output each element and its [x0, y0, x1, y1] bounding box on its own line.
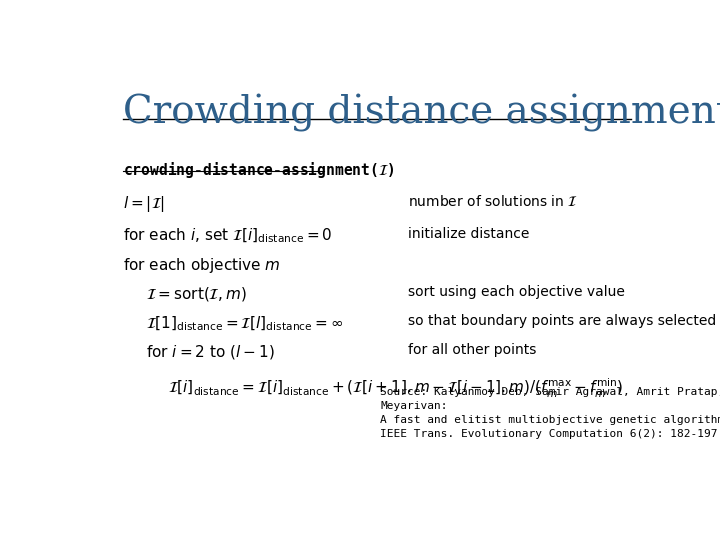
Text: $\mathcal{I}[i]_\mathrm{distance} = \mathcal{I}[i]_\mathrm{distance} + (\mathcal: $\mathcal{I}[i]_\mathrm{distance} = \mat…: [168, 377, 624, 400]
Text: number of solutions in $\mathcal{I}$: number of solutions in $\mathcal{I}$: [408, 194, 578, 208]
Text: for each $i$, set $\mathcal{I}[i]_\mathrm{distance} = 0$: for each $i$, set $\mathcal{I}[i]_\mathr…: [124, 227, 333, 245]
Text: for $i = 2$ to $(l - 1)$: for $i = 2$ to $(l - 1)$: [145, 343, 274, 361]
Text: for each objective $m$: for each objective $m$: [124, 256, 282, 275]
Text: Source: Kalyanmoy Deb, Samir Agrawal, Amrit Pratap, T.
Meyarivan:
A fast and eli: Source: Kalyanmoy Deb, Samir Agrawal, Am…: [380, 387, 720, 439]
Text: for all other points: for all other points: [408, 343, 536, 357]
Text: initialize distance: initialize distance: [408, 227, 529, 241]
Text: crowding-distance-assignment($\mathcal{I}$): crowding-distance-assignment($\mathcal{I…: [124, 160, 395, 180]
Text: $\mathcal{I} = \mathrm{sort}(\mathcal{I}, m)$: $\mathcal{I} = \mathrm{sort}(\mathcal{I}…: [145, 285, 247, 303]
Text: $\mathcal{I}[1]_\mathrm{distance} = \mathcal{I}[l]_\mathrm{distance} = \infty$: $\mathcal{I}[1]_\mathrm{distance} = \mat…: [145, 314, 343, 333]
Text: Crowding distance assignment: Crowding distance assignment: [124, 94, 720, 132]
Text: $l = |\mathcal{I}|$: $l = |\mathcal{I}|$: [124, 194, 166, 214]
Text: so that boundary points are always selected: so that boundary points are always selec…: [408, 314, 716, 328]
Text: sort using each objective value: sort using each objective value: [408, 285, 625, 299]
